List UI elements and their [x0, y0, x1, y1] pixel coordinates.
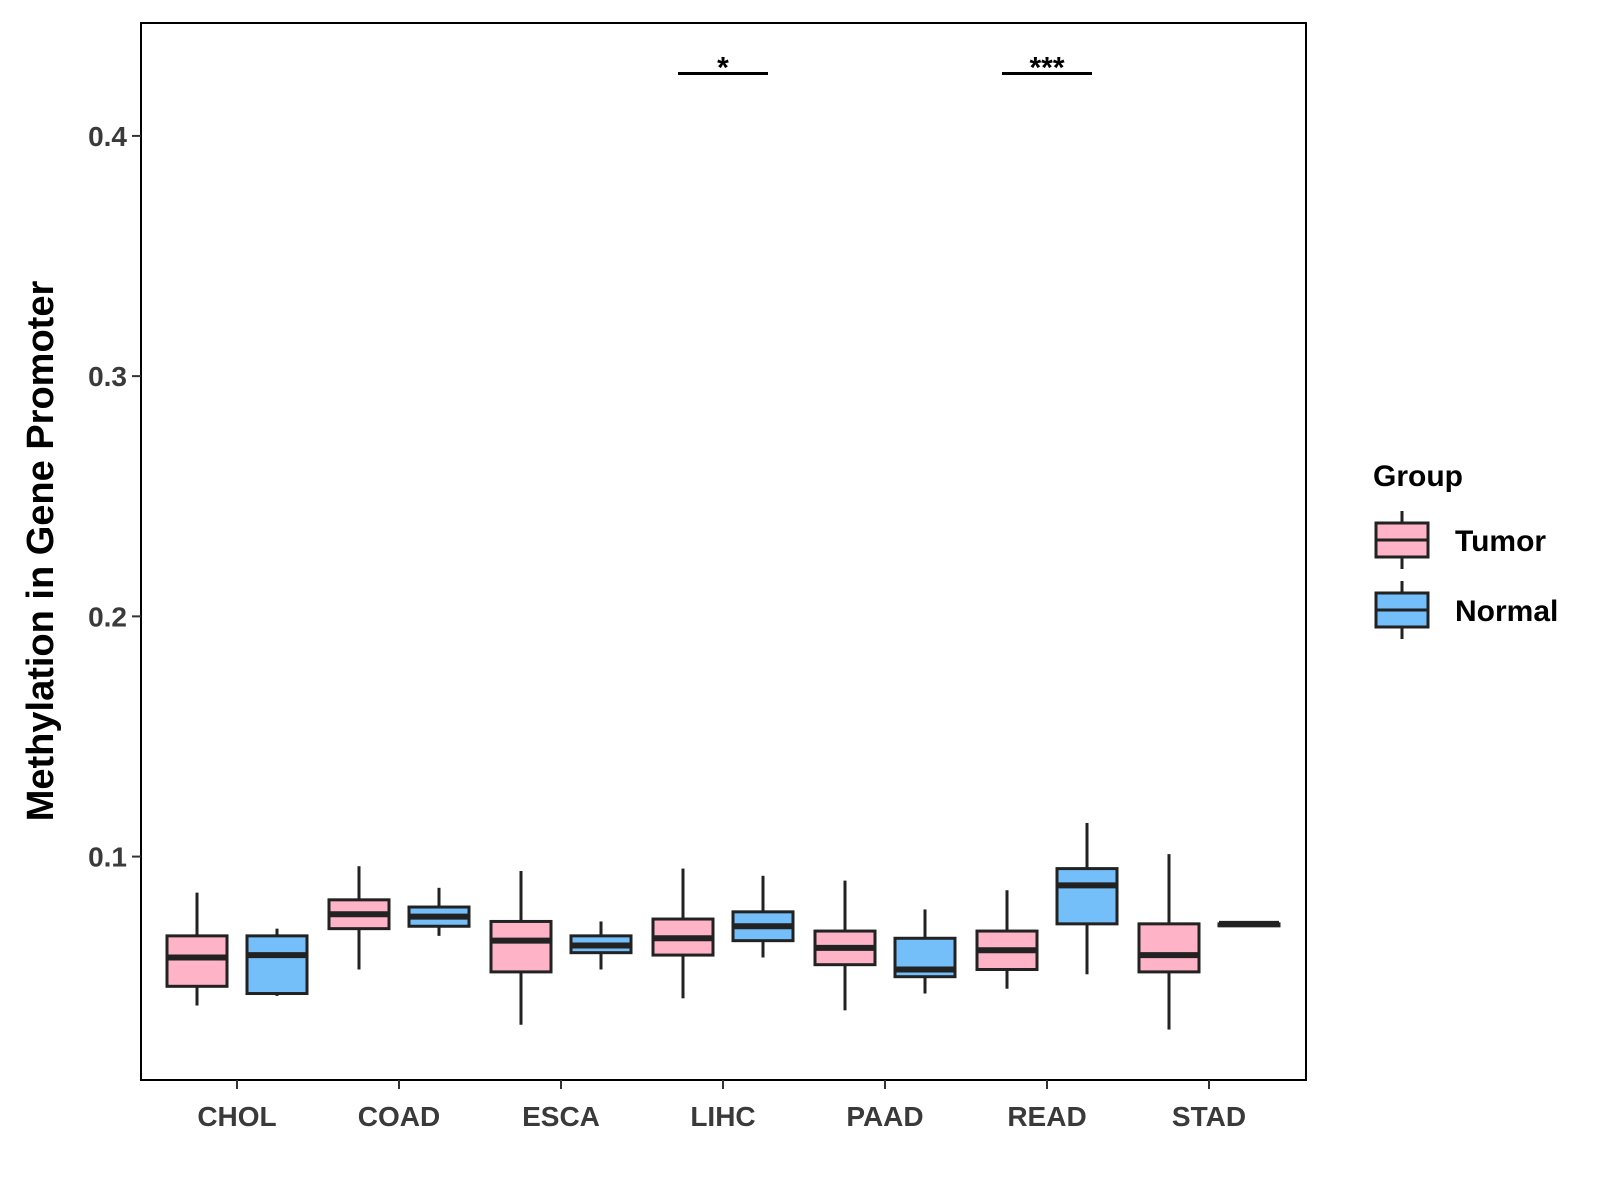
box-series: [165, 822, 1281, 1030]
y-axis-label: Methylation in Gene Promoter: [20, 281, 62, 822]
x-tick-label: STAD: [1172, 1101, 1246, 1132]
x-tick-label: LIHC: [690, 1101, 755, 1132]
box-tumor-esca: [489, 871, 553, 1025]
y-tick-label: 0.2: [88, 601, 127, 632]
significance-annotations: * ***: [678, 51, 1092, 84]
box-body: [245, 934, 309, 996]
x-tick-label: READ: [1007, 1101, 1086, 1132]
box-body: [489, 919, 553, 974]
box-normal-paad: [893, 909, 957, 994]
box-tumor-stad: [1137, 854, 1201, 1030]
legend-entry-tumor: Tumor: [1374, 511, 1546, 569]
box-normal-lihc: [731, 875, 795, 958]
box-body: [1137, 922, 1201, 974]
legend-label: Tumor: [1455, 525, 1546, 558]
legend: Group Tumor Normal: [1373, 460, 1558, 639]
box-normal-esca: [569, 921, 633, 970]
box-tumor-coad: [327, 866, 391, 970]
x-tick-label: COAD: [358, 1101, 440, 1132]
y-tick-label: 0.1: [88, 842, 127, 873]
box-body: [1055, 867, 1119, 926]
box-tumor-lihc: [651, 868, 715, 999]
box-tumor-chol: [165, 892, 229, 1006]
legend-entry-normal: Normal: [1374, 581, 1558, 639]
y-axis: 0.1 0.2 0.3 0.4: [88, 121, 141, 873]
box-normal-read: [1055, 822, 1119, 975]
box-tumor-paad: [813, 880, 877, 1011]
significance-label: *: [717, 51, 729, 84]
significance-label: ***: [1029, 51, 1064, 84]
box-normal-chol: [245, 928, 309, 996]
x-tick-label: CHOL: [197, 1101, 276, 1132]
x-tick-label: PAAD: [846, 1101, 923, 1132]
box-body: [165, 934, 229, 988]
x-tick-label: ESCA: [522, 1101, 600, 1132]
y-tick-label: 0.3: [88, 361, 127, 392]
y-tick-label: 0.4: [88, 121, 127, 152]
box-normal-coad: [407, 887, 471, 936]
plot-panel: [140, 22, 1307, 1081]
box-tumor-read: [975, 890, 1039, 989]
legend-title: Group: [1373, 460, 1463, 493]
legend-label: Normal: [1455, 595, 1558, 628]
x-axis: CHOL COAD ESCA LIHC PAAD READ STAD: [197, 1080, 1246, 1132]
box-normal-stad: [1217, 920, 1281, 928]
